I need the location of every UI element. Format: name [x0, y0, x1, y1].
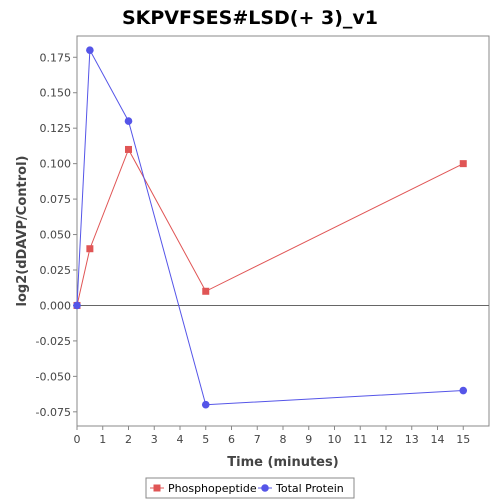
y-tick-label: -0.050 — [36, 370, 71, 383]
x-tick-label: 2 — [125, 433, 132, 446]
legend-item-phosphopeptide: Phosphopeptide — [150, 482, 257, 495]
legend-swatch-marker — [153, 484, 161, 492]
x-tick-label: 4 — [177, 433, 184, 446]
y-tick-label: 0.025 — [40, 264, 72, 277]
x-tick-label: 8 — [280, 433, 287, 446]
total-protein-point — [73, 301, 81, 310]
legend-label: Phosphopeptide — [168, 482, 257, 495]
x-tick-label: 5 — [202, 433, 209, 446]
x-tick-label: 15 — [456, 433, 470, 446]
total-protein-point — [201, 400, 210, 409]
x-tick-label: 10 — [328, 433, 342, 446]
chart-title: SKPVFSES#LSD(+ 3)_v1 — [122, 7, 378, 29]
total-protein-point — [124, 117, 133, 125]
legend: Phosphopeptide Total Protein — [145, 477, 355, 499]
total-protein-point — [459, 386, 468, 395]
y-axis-label: log2(dDAVP/Control) — [15, 156, 30, 307]
legend-label: Total Protein — [275, 482, 344, 495]
x-tick-label: 6 — [228, 433, 235, 446]
x-tick-label: 3 — [151, 433, 158, 446]
y-tick-label: 0.175 — [40, 51, 72, 64]
x-tick-label: 11 — [353, 433, 367, 446]
phosphopeptide-point — [125, 145, 132, 153]
total-protein-point — [86, 46, 94, 54]
y-tick-label: 0.050 — [40, 229, 72, 242]
x-tick-label: 0 — [74, 433, 81, 446]
legend-frame — [145, 477, 355, 499]
y-tick-label: -0.025 — [36, 335, 71, 348]
phosphopeptide-point — [202, 287, 210, 295]
y-tick-label: 0.075 — [40, 193, 72, 206]
y-axis: -0.075 -0.050 -0.025 0.000 0.025 0.050 0.075 0.… — [36, 51, 77, 419]
y-tick-label: 0.150 — [40, 87, 72, 100]
x-tick-label: 14 — [431, 433, 445, 446]
phosphopeptide-point — [86, 245, 94, 253]
x-axis: 0 1 2 3 4 5 6 7 8 9 10 11 12 13 14 15 — [74, 426, 470, 446]
phosphopeptide-point — [459, 160, 467, 168]
y-tick-label: 0.125 — [40, 122, 72, 135]
x-tick-label: 1 — [99, 433, 106, 446]
plot-area — [76, 35, 490, 427]
x-axis-label: Time (minutes) — [227, 455, 338, 470]
y-tick-label: 0.000 — [40, 299, 72, 312]
y-tick-label: 0.100 — [40, 158, 72, 171]
legend-swatch-marker — [261, 484, 269, 492]
y-tick-label: -0.075 — [36, 406, 71, 419]
x-tick-label: 12 — [379, 433, 393, 446]
x-tick-label: 9 — [305, 433, 312, 446]
series-layer — [73, 46, 468, 409]
plot-frame — [76, 35, 490, 427]
x-tick-label: 13 — [405, 433, 419, 446]
x-tick-label: 7 — [254, 433, 261, 446]
legend-item-total-protein: Total Protein — [258, 482, 344, 495]
